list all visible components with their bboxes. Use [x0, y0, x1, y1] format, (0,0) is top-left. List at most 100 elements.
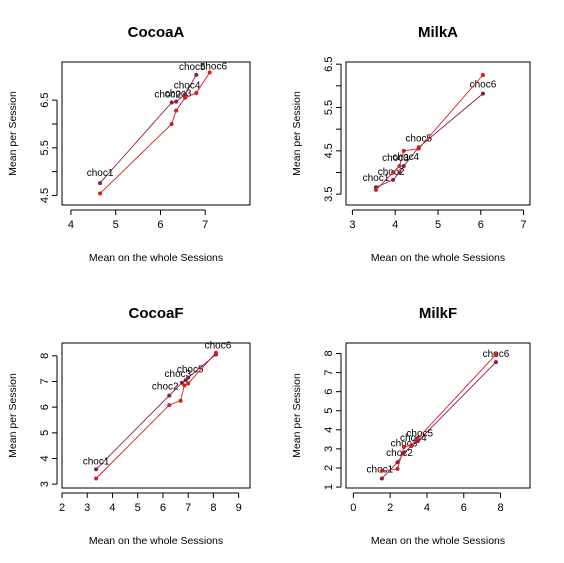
data-point [493, 352, 498, 357]
x-tick-label: 5 [135, 502, 141, 514]
data-point [415, 439, 420, 444]
point-label: choc1 [87, 168, 114, 179]
y-tick-label: 1 [323, 484, 335, 490]
x-tick-label: 8 [497, 502, 503, 514]
point-label: choc3 [382, 153, 409, 164]
data-point [395, 466, 400, 471]
y-tick-label: 7 [39, 378, 51, 384]
x-tick-label: 3 [349, 219, 355, 231]
chart-panel-milka: MilkA 3 4 5 6 7 3.5 4.5 5.5 6.5 Mean on the whole … [291, 24, 531, 264]
x-tick-label: 6 [478, 219, 484, 231]
series-line [375, 74, 484, 191]
data-point [207, 70, 212, 75]
chart-panel-cocoaf: CocoaF 2 3 4 5 6 7 8 9 3 4 5 6 7 8 Mean on the whole Se… [7, 305, 251, 547]
data-point [401, 148, 406, 153]
data-point [94, 467, 99, 472]
data-point [98, 181, 103, 186]
y-tick-label: 3 [323, 446, 335, 452]
plot-frame [61, 342, 251, 489]
series-line [95, 354, 217, 470]
data-point [194, 90, 199, 95]
data-point [183, 378, 188, 383]
point-label: choc3 [391, 439, 418, 450]
data-point [373, 187, 378, 192]
y-tick-label: 7 [323, 370, 335, 376]
y-tick-label: 5.5 [323, 100, 335, 115]
y-tick-label: 6.5 [323, 57, 335, 72]
series-line [95, 352, 217, 479]
x-tick-label: 5 [435, 219, 441, 231]
point-label: choc2 [386, 448, 413, 459]
data-point [186, 381, 191, 386]
x-tick-label: 6 [157, 219, 163, 231]
data-point [174, 108, 179, 113]
point-label: choc4 [400, 433, 427, 444]
data-point [391, 170, 396, 175]
point-label: choc6 [205, 341, 232, 352]
data-point [194, 72, 199, 77]
x-tick-label: 3 [84, 502, 90, 514]
y-tick-label: 4 [323, 427, 335, 433]
panel-title: CocoaF [128, 305, 183, 322]
x-tick-label: 5 [113, 219, 119, 231]
x-tick-label: 4 [392, 219, 398, 231]
data-point [186, 375, 191, 380]
data-point [182, 383, 187, 388]
point-label: choc1 [363, 173, 390, 184]
x-tick-label: 4 [68, 219, 74, 231]
y-tick-label: 5 [323, 408, 335, 414]
point-label: choc3 [165, 369, 192, 380]
data-point [401, 444, 406, 449]
data-point [183, 95, 188, 100]
data-point [415, 436, 420, 441]
y-axis-title: Mean per Session [7, 373, 19, 458]
x-tick-label: 6 [160, 502, 166, 514]
y-tick-label: 8 [323, 350, 335, 356]
point-label: choc5 [405, 133, 432, 144]
chart-panel-milkf: MilkF 0 2 4 6 8 1 2 3 4 5 6 7 8 Mean on the whole Sess… [291, 305, 531, 547]
x-tick-label: 8 [210, 502, 216, 514]
data-point [178, 398, 183, 403]
data-point [169, 100, 174, 105]
point-label: choc6 [200, 61, 227, 72]
data-point [379, 476, 384, 481]
y-tick-label: 4 [39, 455, 51, 461]
data-point [169, 121, 174, 126]
y-tick-label: 5 [39, 430, 51, 436]
data-point [397, 164, 402, 168]
data-point [391, 177, 396, 182]
data-point [94, 476, 99, 481]
point-label: choc5 [177, 365, 204, 376]
x-tick-label: 2 [387, 502, 393, 514]
data-point [167, 403, 172, 408]
data-point [493, 360, 498, 365]
x-tick-label: 4 [424, 502, 430, 514]
panel-title: CocoaA [128, 24, 185, 41]
y-axis-title: Mean per Session [7, 91, 19, 176]
x-tick-label: 7 [521, 219, 527, 231]
x-tick-label: 2 [59, 502, 65, 514]
chart-panel-cocoaa: CocoaA 4 5 6 7 4.5 5.5 6.5 Mean on the whole Ses… [7, 24, 251, 264]
data-point [213, 350, 218, 355]
data-point [395, 460, 400, 465]
y-axis-title: Mean per Session [291, 91, 303, 176]
point-label: choc2 [152, 382, 179, 393]
data-point [480, 91, 485, 96]
y-tick-label: 2 [323, 465, 335, 471]
data-point [167, 393, 172, 398]
point-label: choc6 [470, 80, 497, 91]
series-line [99, 72, 211, 194]
y-tick-label: 6.5 [39, 92, 51, 107]
point-label: choc3 [165, 89, 192, 100]
point-label: choc5 [179, 62, 206, 73]
data-point [480, 73, 485, 77]
y-tick-label: 5.5 [39, 140, 51, 155]
data-point [416, 146, 421, 151]
point-label: choc1 [83, 456, 110, 467]
x-tick-label: 0 [350, 502, 356, 514]
data-point [379, 468, 384, 473]
y-tick-label: 6 [39, 404, 51, 410]
data-point [397, 170, 402, 175]
panel-title: MilkF [419, 305, 457, 322]
